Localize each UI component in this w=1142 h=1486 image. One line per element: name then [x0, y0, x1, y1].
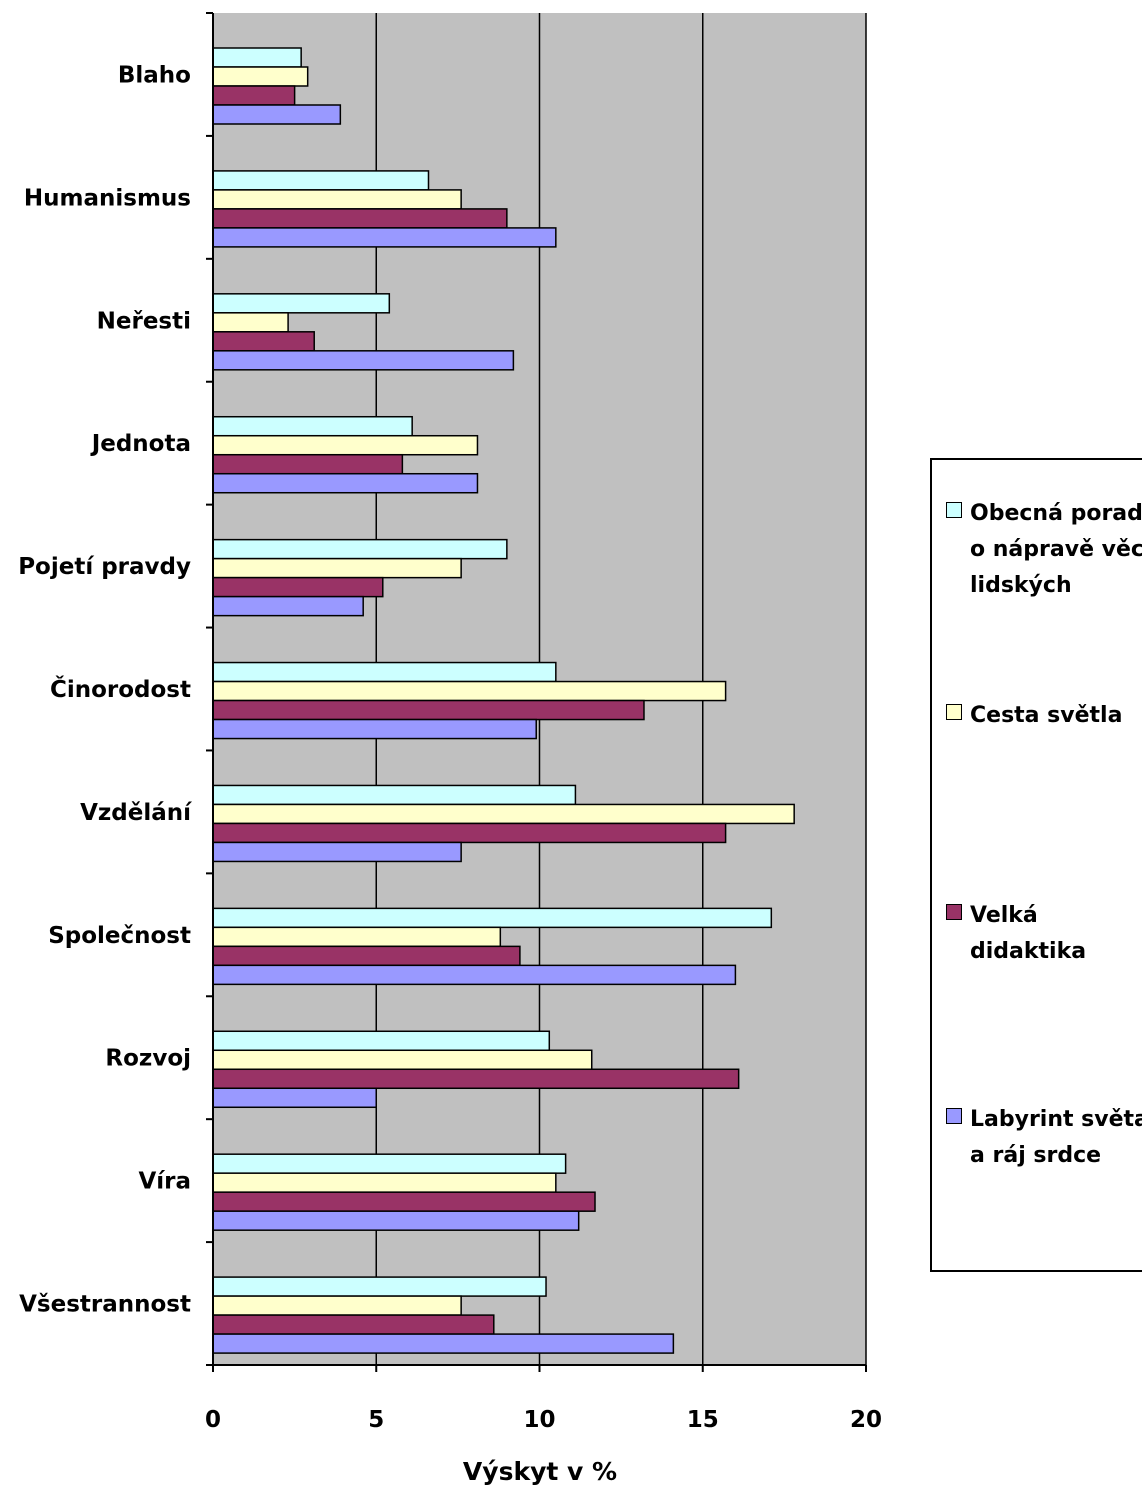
bar-2-4 — [212, 434, 479, 456]
legend-swatch — [946, 704, 962, 720]
bar-2-1 — [212, 66, 309, 87]
bar-3-7 — [212, 822, 727, 844]
category-label: Rozvoj — [105, 1046, 191, 1072]
legend-swatch — [946, 904, 962, 920]
category-label: Jednota — [90, 431, 191, 457]
bar-3-6 — [212, 699, 645, 721]
category-label: Všestrannost — [19, 1292, 191, 1318]
bar-1-2 — [212, 170, 430, 191]
bar-1-6 — [212, 661, 557, 683]
x-tick-label: 0 — [205, 1407, 221, 1433]
bar-3-8 — [212, 945, 521, 967]
bar-2-7 — [212, 803, 795, 825]
category-label: Víra — [138, 1169, 191, 1195]
bar-1-4 — [212, 415, 413, 437]
bar-3-10 — [212, 1191, 596, 1212]
category-label: Humanismus — [24, 185, 191, 211]
legend-label: Obecná porada o nápravě věcí lidských — [970, 501, 1142, 598]
bar-2-5 — [212, 557, 462, 579]
legend-swatch — [946, 502, 962, 518]
category-label: Vzdělání — [80, 800, 192, 826]
bar-2-6 — [212, 680, 727, 702]
legend-item: Labyrint světa a ráj srdce — [946, 1102, 1142, 1174]
bar-2-11 — [212, 1295, 462, 1316]
bar-1-9 — [212, 1030, 551, 1052]
tick-labels: 0 5 10 15 20 — [205, 1407, 882, 1433]
bar-4-10 — [212, 1210, 580, 1231]
bar-4-11 — [212, 1333, 675, 1354]
bar-4-8 — [212, 964, 737, 986]
category-label: Blaho — [118, 62, 191, 88]
legend-label: Cesta světla — [970, 703, 1123, 728]
bar-4-2 — [212, 227, 557, 248]
legend-swatch — [946, 1108, 962, 1124]
bar-1-5 — [212, 538, 508, 560]
bar-1-10 — [212, 1153, 567, 1174]
legend-label: Labyrint světa a ráj srdce — [970, 1107, 1142, 1168]
x-tick-label: 10 — [523, 1407, 555, 1433]
category-label: Neřesti — [97, 308, 191, 334]
bar-4-3 — [212, 350, 515, 371]
bar-3-11 — [212, 1314, 495, 1335]
bar-1-3 — [212, 293, 391, 314]
bar-1-1 — [212, 47, 302, 68]
category-label: Společnost — [48, 923, 191, 949]
bar-3-1 — [212, 85, 296, 106]
category-label: Činorodost — [50, 675, 191, 703]
bar-3-9 — [212, 1068, 740, 1090]
bar-4-7 — [212, 841, 462, 863]
bar-4-1 — [212, 104, 342, 125]
x-axis-title: Výskyt v % — [463, 1457, 617, 1486]
bar-3-5 — [212, 576, 384, 598]
category-labels: Blaho Humanismus Neřesti Jednota Pojetí prav… — [18, 62, 192, 1317]
axes — [206, 12, 867, 1372]
category-label: Pojetí pravdy — [18, 554, 191, 580]
legend-item: Obecná porada o nápravě věcí lidských — [946, 496, 1142, 604]
legend: Obecná porada o nápravě věcí lidských Ces… — [930, 458, 1142, 1272]
x-tick-label: 15 — [687, 1407, 719, 1433]
bar-2-8 — [212, 926, 502, 948]
bar-2-9 — [212, 1049, 593, 1071]
bar-2-3 — [212, 312, 289, 333]
bar-3-2 — [212, 208, 508, 229]
bar-4-4 — [212, 472, 479, 494]
bar-chart: Blaho Humanismus Neřesti Jednota Pojetí prav… — [18, 12, 882, 1486]
bar-4-6 — [212, 718, 537, 740]
bar-1-11 — [212, 1276, 547, 1297]
bar-1-7 — [212, 784, 577, 806]
bar-2-10 — [212, 1172, 557, 1193]
bar-2-2 — [212, 189, 462, 210]
bar-3-3 — [212, 331, 315, 352]
x-tick-label: 20 — [850, 1407, 882, 1433]
bar-3-4 — [212, 453, 404, 475]
bar-4-5 — [212, 595, 364, 617]
bar-4-9 — [212, 1087, 377, 1109]
legend-item: Velká didaktika — [946, 898, 1142, 970]
bar-1-8 — [212, 907, 773, 929]
legend-label: Velká didaktika — [970, 903, 1087, 964]
x-tick-label: 5 — [368, 1407, 384, 1433]
legend-item: Cesta světla — [946, 698, 1142, 734]
